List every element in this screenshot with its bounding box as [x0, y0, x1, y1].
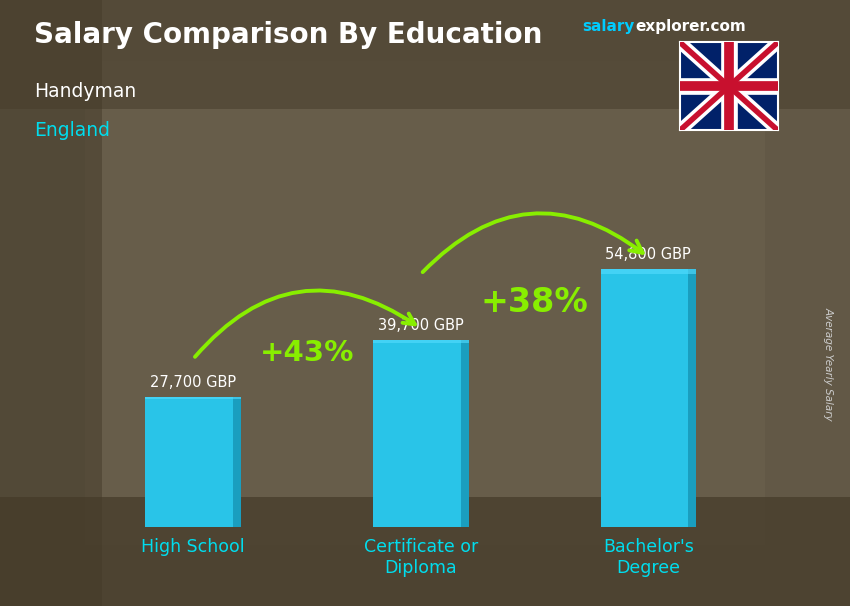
Text: England: England — [34, 121, 110, 140]
Bar — [0, 497, 850, 606]
Text: Salary Comparison By Education: Salary Comparison By Education — [34, 21, 542, 49]
Bar — [461, 340, 468, 527]
Text: 27,700 GBP: 27,700 GBP — [150, 375, 236, 390]
Text: salary: salary — [582, 19, 635, 35]
Bar — [85, 61, 765, 545]
Bar — [373, 340, 468, 527]
Text: Handyman: Handyman — [34, 82, 136, 101]
Text: 54,800 GBP: 54,800 GBP — [605, 247, 691, 262]
Text: explorer.com: explorer.com — [635, 19, 745, 35]
Bar — [601, 269, 696, 273]
Bar — [688, 269, 696, 527]
Text: Average Yearly Salary: Average Yearly Salary — [824, 307, 834, 421]
Text: +43%: +43% — [260, 339, 354, 367]
Bar — [145, 397, 241, 399]
Text: +38%: +38% — [480, 286, 588, 319]
Bar — [233, 397, 241, 527]
Text: 39,700 GBP: 39,700 GBP — [378, 318, 463, 333]
Bar — [601, 269, 696, 527]
Bar — [0, 0, 850, 109]
Bar — [0, 0, 102, 606]
Bar — [145, 397, 241, 527]
Bar — [373, 340, 468, 344]
